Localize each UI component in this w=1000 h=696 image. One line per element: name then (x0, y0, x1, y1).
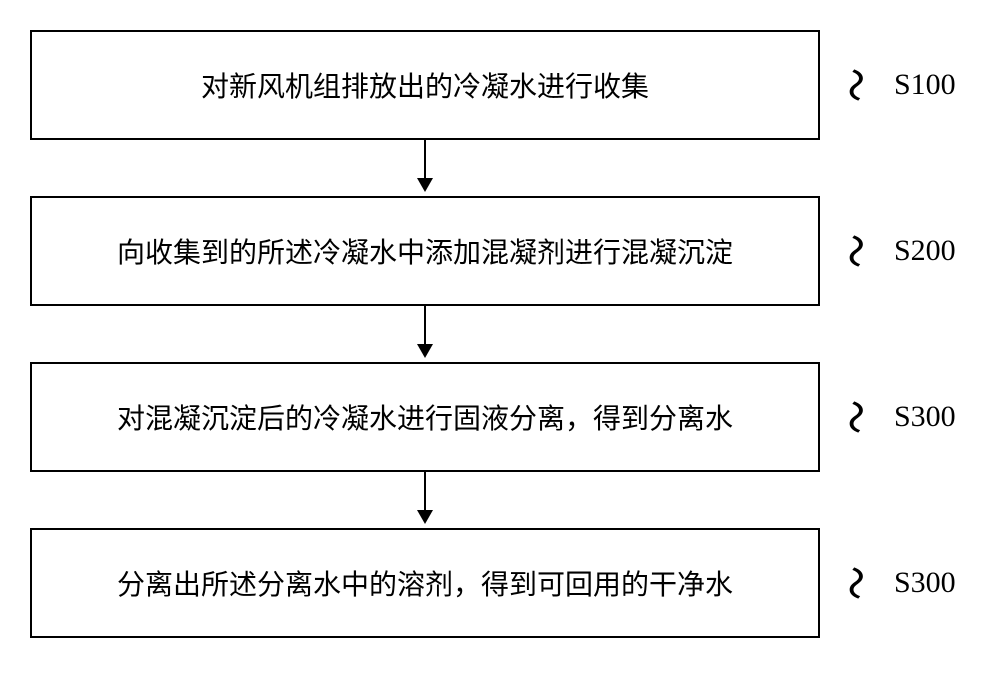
arrow-head-icon (417, 178, 433, 192)
flow-step-label-text: S100 (894, 68, 956, 102)
tilde-connector-icon: 〜 (835, 234, 883, 268)
arrow-shaft (424, 306, 427, 346)
flow-step-text: 向收集到的所述冷凝水中添加混凝剂进行混凝沉淀 (117, 231, 733, 271)
flow-step-text: 对混凝沉淀后的冷凝水进行固液分离，得到分离水 (117, 397, 733, 437)
flow-step-text: 对新风机组排放出的冷凝水进行收集 (201, 65, 649, 105)
flow-arrow (417, 306, 433, 358)
flow-step-label-s100: 〜S100 (842, 64, 956, 106)
tilde-connector-icon: 〜 (835, 400, 883, 434)
flow-step-label-text: S300 (894, 400, 956, 434)
flow-arrow (417, 472, 433, 524)
flow-step-s100: 对新风机组排放出的冷凝水进行收集 (30, 30, 820, 140)
tilde-connector-icon: 〜 (835, 566, 883, 600)
flow-arrow (417, 140, 433, 192)
tilde-connector-icon: 〜 (835, 68, 883, 102)
flow-step-label-s400: 〜S300 (842, 562, 956, 604)
flow-step-label-s300: 〜S300 (842, 396, 956, 438)
flow-step-s400: 分离出所述分离水中的溶剂，得到可回用的干净水 (30, 528, 820, 638)
arrow-shaft (424, 140, 427, 180)
arrow-head-icon (417, 344, 433, 358)
flow-step-s300: 对混凝沉淀后的冷凝水进行固液分离，得到分离水 (30, 362, 820, 472)
arrow-head-icon (417, 510, 433, 524)
flow-step-label-s200: 〜S200 (842, 230, 956, 272)
flow-step-label-text: S200 (894, 234, 956, 268)
flow-step-s200: 向收集到的所述冷凝水中添加混凝剂进行混凝沉淀 (30, 196, 820, 306)
arrow-shaft (424, 472, 427, 512)
flow-step-text: 分离出所述分离水中的溶剂，得到可回用的干净水 (117, 563, 733, 603)
flow-step-label-text: S300 (894, 566, 956, 600)
